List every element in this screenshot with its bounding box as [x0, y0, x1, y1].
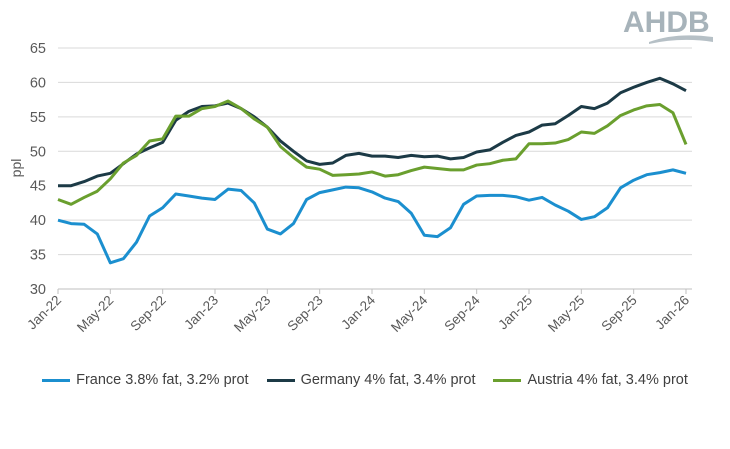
x-tick-label: Sep-22	[127, 293, 168, 334]
y-tick-label: 65	[30, 41, 46, 57]
x-tick-label: Jan-23	[181, 293, 221, 333]
series-line-2	[57, 99, 688, 206]
x-tick-label: Sep-25	[598, 293, 639, 334]
y-tick-label: 45	[30, 179, 46, 195]
legend-swatch	[42, 378, 71, 382]
legend-label: France 3.8% fat, 3.2% prot	[76, 372, 249, 388]
legend-swatch	[493, 378, 522, 382]
line-chart: 30 35 40 45 50 55 60 65 Jan-22 May-22 Sep-22 Jan-23…	[8, 41, 692, 335]
x-tick-label: Jan-22	[24, 293, 64, 333]
x-tick-label: May-23	[231, 293, 273, 335]
series-line-0	[57, 168, 687, 265]
y-tick-label: 50	[30, 144, 46, 160]
y-axis-label: ppl	[8, 159, 24, 178]
logo-graphic: AHDB	[623, 6, 713, 44]
legend-label: Germany 4% fat, 3.4% prot	[300, 372, 476, 388]
legend: France 3.8% fat, 3.2% prot Germany 4% fat…	[0, 372, 730, 388]
x-tick-label: May-24	[388, 292, 431, 335]
series-line-1	[58, 76, 687, 188]
legend-swatch	[266, 378, 295, 382]
legend-item: Austria 4% fat, 3.4% prot	[493, 372, 688, 388]
y-tick-label: 30	[30, 282, 46, 298]
y-tick-label: 60	[30, 75, 46, 91]
y-tick-label: 55	[30, 110, 46, 126]
x-tick-label: Sep-24	[441, 292, 483, 334]
legend-item: Germany 4% fat, 3.4% prot	[266, 372, 476, 388]
legend-item: France 3.8% fat, 3.2% prot	[42, 372, 249, 388]
ahdb-logo: AHDB	[621, 4, 716, 51]
x-tick-label: May-22	[74, 293, 116, 335]
x-tick-label: Jan-26	[652, 293, 692, 333]
logo-text: AHDB	[623, 6, 710, 39]
x-tick-label: Jan-25	[495, 293, 535, 333]
y-tick-label: 35	[30, 248, 46, 264]
x-tick-label: May-25	[545, 293, 587, 335]
legend-label: Austria 4% fat, 3.4% prot	[527, 372, 688, 388]
x-tick-label: Sep-23	[284, 293, 325, 334]
y-tick-label: 40	[30, 213, 46, 229]
x-tick-label: Jan-24	[338, 292, 378, 332]
